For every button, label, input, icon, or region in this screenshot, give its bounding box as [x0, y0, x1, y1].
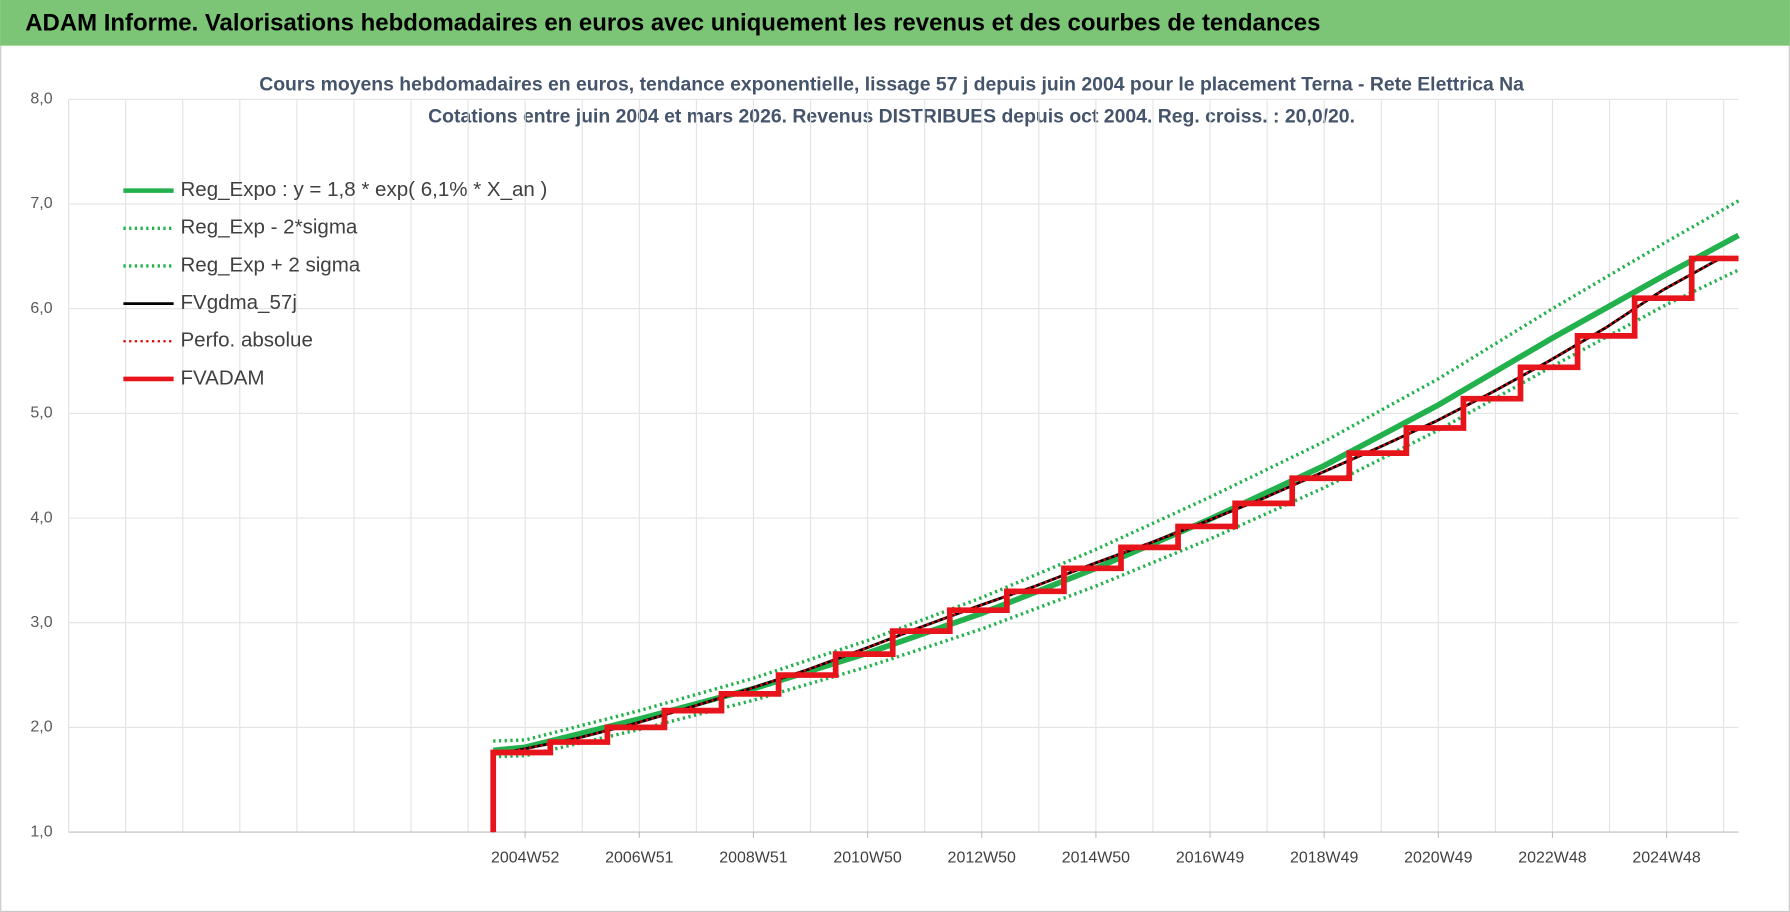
- x-tick-label: 2022W48: [1518, 850, 1586, 867]
- x-tick-label: 2008W51: [719, 850, 787, 867]
- x-tick-label: 2004W52: [491, 850, 559, 867]
- y-tick-label: 4,0: [30, 509, 52, 526]
- legend-label: Perfo. absolue: [180, 329, 312, 352]
- chart-title: Cours moyens hebdomadaires en euros, ten…: [259, 74, 1524, 96]
- series-line: [492, 256, 1739, 833]
- legend-label: Reg_Exp + 2 sigma: [180, 253, 360, 276]
- y-tick-label: 2,0: [30, 719, 52, 736]
- y-tick-label: 3,0: [30, 614, 52, 631]
- x-tick-label: 2006W51: [605, 850, 673, 867]
- y-tick-label: 6,0: [30, 300, 52, 317]
- y-tick-label: 5,0: [30, 405, 52, 422]
- header-title: ADAM Informe. Valorisations hebdomadaire…: [25, 9, 1320, 36]
- y-tick-label: 1,0: [30, 823, 52, 840]
- y-tick-label: 8,0: [30, 91, 52, 108]
- header-bar: [0, 0, 1790, 46]
- x-tick-label: 2014W50: [1062, 850, 1130, 867]
- y-tick-label: 7,0: [30, 195, 52, 212]
- chart-subtitle: Cotations entre juin 2004 et mars 2026. …: [428, 106, 1355, 128]
- x-tick-label: 2016W49: [1176, 850, 1244, 867]
- series-line: [490, 255, 1739, 833]
- x-tick-label: 2018W49: [1290, 850, 1358, 867]
- x-tick-label: 2012W50: [948, 850, 1016, 867]
- plot: 1,0 2,0 3,0 4,0 5,0 6,0 7,0 8,0 2004W52 2006W51 20…: [30, 91, 1740, 867]
- legend-label: FVADAM: [180, 366, 264, 389]
- x-tick-label: 2024W48: [1632, 850, 1700, 867]
- legend-label: FVgdma_57j: [180, 291, 296, 314]
- x-tick-label: 2020W49: [1404, 850, 1472, 867]
- series-line: [493, 199, 1740, 743]
- x-tick-label: 2010W50: [833, 850, 901, 867]
- legend-label: Reg_Expo : y = 1,8 * exp( 6,1% * X_an ): [180, 178, 547, 201]
- legend-label: Reg_Exp - 2*sigma: [180, 216, 357, 239]
